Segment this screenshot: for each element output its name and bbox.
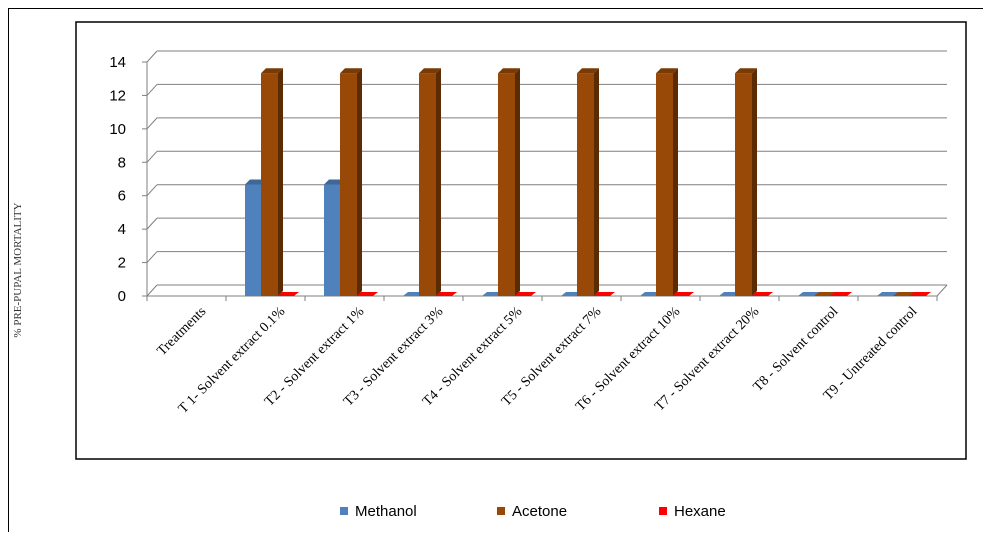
bar-acetone bbox=[656, 68, 678, 296]
y-tick-label: 14 bbox=[109, 54, 126, 71]
bar-acetone bbox=[261, 68, 283, 296]
legend-label: Hexane bbox=[674, 503, 726, 520]
bar-hexane bbox=[277, 292, 299, 296]
bar-hexane bbox=[435, 292, 457, 296]
bar-acetone bbox=[814, 292, 836, 296]
legend-label: Methanol bbox=[355, 503, 417, 520]
bar-acetone bbox=[893, 292, 915, 296]
bars bbox=[245, 68, 931, 296]
bar-hexane bbox=[514, 292, 536, 296]
bar-acetone bbox=[340, 68, 362, 296]
legend-swatch bbox=[340, 507, 348, 515]
y-tick-label: 10 bbox=[109, 121, 126, 138]
gridline-side bbox=[146, 184, 158, 197]
gridline-side bbox=[146, 117, 158, 130]
y-tick-label: 4 bbox=[118, 221, 126, 238]
bar-hexane bbox=[356, 292, 378, 296]
y-tick-label: 2 bbox=[118, 255, 126, 272]
x-axis-depth-line bbox=[936, 284, 948, 297]
bar-hexane bbox=[830, 292, 852, 296]
legend: Methanol Acetone Hexane bbox=[340, 503, 726, 520]
bar-acetone bbox=[577, 68, 599, 296]
legend-item-acetone: Acetone bbox=[497, 503, 567, 520]
gridline-side bbox=[146, 217, 158, 230]
bar-acetone bbox=[498, 68, 520, 296]
gridlines bbox=[146, 50, 947, 297]
gridline-side bbox=[146, 50, 158, 63]
y-tick-labels: 0 2 4 6 8 10 12 14 bbox=[109, 54, 126, 305]
legend-swatch bbox=[497, 507, 505, 515]
bar-acetone bbox=[419, 68, 441, 296]
gridline-side bbox=[146, 84, 158, 96]
bar-acetone bbox=[735, 68, 757, 296]
legend-label: Acetone bbox=[512, 503, 567, 520]
legend-item-hexane: Hexane bbox=[659, 503, 726, 520]
bar-hexane bbox=[672, 292, 694, 296]
bar-hexane bbox=[909, 292, 931, 296]
legend-item-methanol: Methanol bbox=[340, 503, 417, 520]
y-tick-label: 6 bbox=[118, 188, 126, 205]
y-tick-label: 8 bbox=[118, 154, 126, 171]
legend-swatch bbox=[659, 507, 667, 515]
y-tick-label: 12 bbox=[109, 87, 126, 104]
chart-area-border bbox=[75, 21, 967, 460]
bar-methanol bbox=[877, 292, 899, 296]
gridline-side bbox=[146, 150, 158, 163]
y-axis-label: % PRE-PUPAL MORTALITY bbox=[12, 202, 24, 337]
gridline-side bbox=[146, 284, 158, 297]
bar-hexane bbox=[751, 292, 773, 296]
y-tick-label: 0 bbox=[118, 288, 126, 305]
bar-methanol bbox=[798, 292, 820, 296]
gridline-side bbox=[146, 251, 158, 263]
page-frame bbox=[8, 8, 983, 532]
bar-hexane bbox=[593, 292, 615, 296]
